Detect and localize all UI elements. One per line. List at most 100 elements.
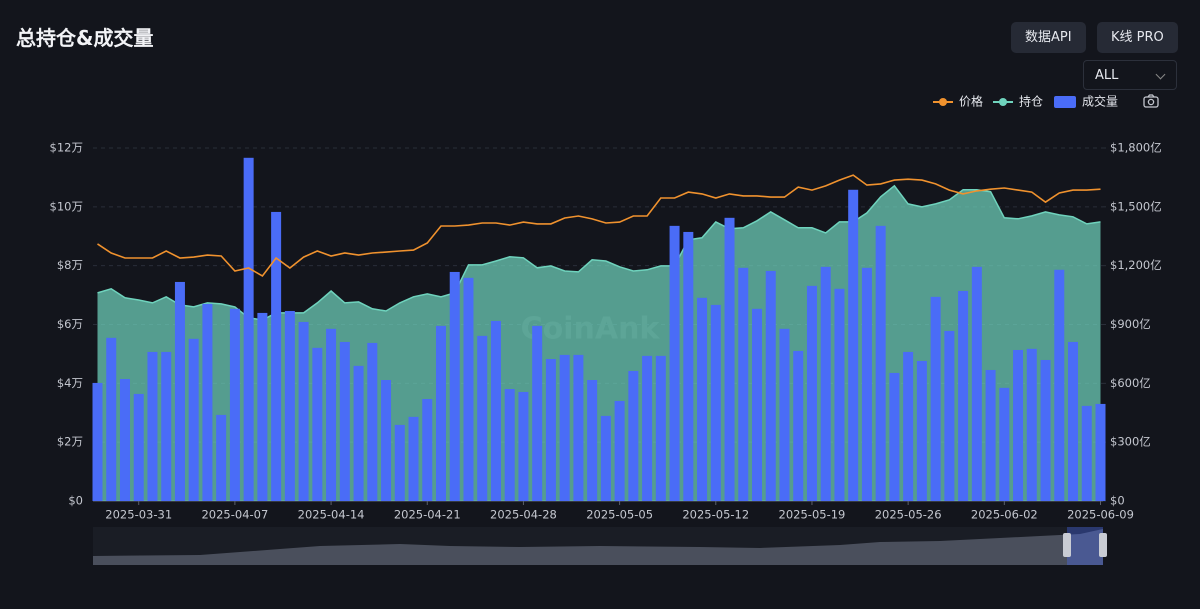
y-tick-label: $6万 bbox=[57, 317, 83, 331]
bar bbox=[752, 308, 763, 501]
bar bbox=[628, 370, 639, 501]
bar bbox=[944, 330, 955, 501]
bar bbox=[861, 267, 872, 501]
bar bbox=[518, 391, 529, 501]
navigator-handle[interactable] bbox=[1063, 533, 1071, 557]
bar bbox=[655, 355, 666, 501]
bar bbox=[106, 337, 117, 501]
legend-label: 价格 bbox=[959, 94, 983, 109]
bar bbox=[971, 266, 982, 501]
x-tick-label: 2025-04-07 bbox=[201, 508, 268, 522]
navigator-handle[interactable] bbox=[1099, 533, 1107, 557]
bar bbox=[1013, 349, 1024, 501]
bar bbox=[449, 271, 460, 501]
navigator-window[interactable] bbox=[1067, 527, 1103, 565]
bar bbox=[229, 308, 240, 501]
bar bbox=[312, 347, 323, 501]
bar bbox=[1026, 348, 1037, 501]
y-tick-label: $0 bbox=[68, 494, 83, 508]
x-tick-label: 2025-04-14 bbox=[298, 508, 365, 522]
bar bbox=[504, 389, 515, 501]
bar bbox=[1040, 359, 1051, 501]
bar bbox=[339, 341, 350, 501]
x-tick-label: 2025-06-02 bbox=[971, 508, 1038, 522]
bar bbox=[669, 225, 680, 501]
bar bbox=[174, 281, 185, 501]
bar bbox=[381, 379, 392, 501]
bar bbox=[188, 338, 199, 501]
camera-icon[interactable] bbox=[1143, 94, 1159, 108]
legend-swatch bbox=[999, 98, 1007, 106]
bar bbox=[848, 189, 859, 501]
bar bbox=[545, 359, 556, 501]
y-tick-label: $8万 bbox=[57, 258, 83, 272]
x-tick-label: 2025-05-26 bbox=[875, 508, 942, 522]
y-tick-label: $12万 bbox=[50, 141, 83, 155]
bar bbox=[435, 325, 446, 501]
bar bbox=[477, 335, 488, 501]
x-tick-label: 2025-04-21 bbox=[394, 508, 461, 522]
bar bbox=[820, 266, 831, 501]
bar bbox=[1081, 405, 1092, 501]
bar bbox=[600, 415, 611, 501]
bar bbox=[202, 303, 213, 501]
x-tick-label: 2025-06-09 bbox=[1067, 508, 1134, 522]
bar bbox=[161, 351, 172, 501]
kline-pro-button[interactable]: K线 PRO bbox=[1097, 22, 1178, 53]
bar bbox=[903, 351, 914, 501]
bar bbox=[1068, 341, 1079, 501]
bar bbox=[463, 277, 474, 501]
bar bbox=[697, 297, 708, 501]
bar bbox=[271, 211, 282, 501]
y2-tick-label: $0 bbox=[1110, 494, 1125, 508]
bar bbox=[614, 400, 625, 501]
bar bbox=[284, 310, 295, 501]
bar bbox=[257, 312, 268, 501]
bar bbox=[779, 328, 790, 501]
line bbox=[97, 174, 1101, 278]
navigator-area bbox=[93, 529, 1103, 565]
y2-tick-label: $900亿 bbox=[1110, 317, 1151, 331]
bar bbox=[532, 325, 543, 501]
legend-swatch bbox=[1054, 96, 1076, 108]
x-tick-label: 2025-04-28 bbox=[490, 508, 557, 522]
legend-label: 持仓 bbox=[1019, 94, 1043, 109]
bar bbox=[587, 379, 598, 501]
y-tick-label: $4万 bbox=[57, 376, 83, 390]
bar bbox=[642, 355, 653, 501]
data-api-button[interactable]: 数据API bbox=[1011, 22, 1086, 53]
bar bbox=[724, 217, 735, 501]
bar bbox=[216, 414, 227, 501]
bar bbox=[806, 285, 817, 501]
range-select[interactable]: ALL bbox=[1083, 60, 1177, 90]
chart-title: 总持仓&成交量 bbox=[16, 26, 154, 50]
bar bbox=[985, 369, 996, 501]
x-tick-label: 2025-03-31 bbox=[105, 508, 172, 522]
y2-tick-label: $300亿 bbox=[1110, 435, 1151, 449]
bar bbox=[243, 157, 254, 502]
bar bbox=[559, 354, 570, 501]
y-tick-label: $2万 bbox=[57, 435, 83, 449]
bar bbox=[765, 270, 776, 501]
bar bbox=[133, 393, 144, 501]
bar bbox=[298, 321, 309, 501]
bar bbox=[1054, 269, 1065, 501]
plot: CoinAnk$0$2万$4万$6万$8万$10万$12万$0$300亿$600… bbox=[50, 141, 1162, 522]
bar bbox=[1095, 403, 1106, 501]
bar bbox=[999, 387, 1010, 501]
bar bbox=[394, 424, 405, 501]
bar bbox=[916, 360, 927, 501]
bar bbox=[683, 231, 694, 502]
bar bbox=[353, 365, 364, 501]
bar bbox=[834, 288, 845, 501]
bar bbox=[710, 304, 721, 501]
bar bbox=[889, 372, 900, 501]
bar bbox=[875, 225, 886, 501]
bar bbox=[119, 379, 130, 501]
legend-swatch bbox=[939, 98, 947, 106]
y2-tick-label: $1,500亿 bbox=[1110, 199, 1162, 213]
bar bbox=[422, 399, 433, 501]
bar bbox=[573, 354, 584, 501]
y2-tick-label: $600亿 bbox=[1110, 376, 1151, 390]
